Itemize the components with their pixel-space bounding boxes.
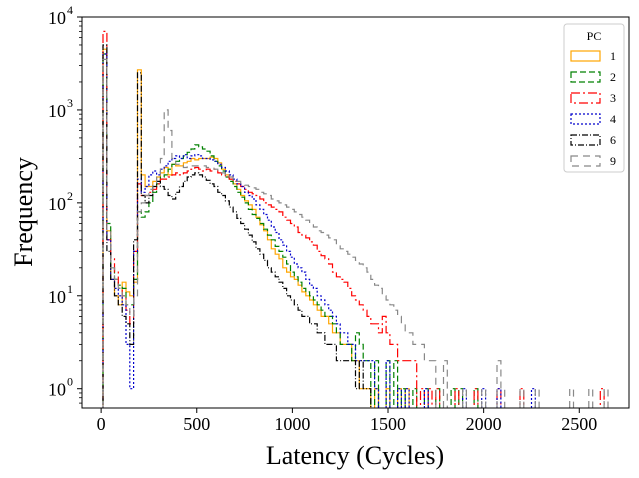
x-tick-label: 2000 [466, 414, 502, 434]
series-4-step [102, 53, 536, 408]
series-2-step [102, 53, 479, 408]
legend-label-9: 9 [610, 154, 616, 168]
legend-swatch-6 [570, 134, 601, 146]
y-tick-exponent: 2 [67, 189, 73, 203]
y-tick-exponent: 4 [67, 3, 73, 17]
legend-label-4: 4 [610, 112, 616, 126]
y-tick-label: 10 [48, 101, 66, 121]
x-tick-label: 1000 [274, 414, 310, 434]
legend-label-3: 3 [610, 91, 616, 105]
series-6-step [102, 44, 372, 408]
series-3-step [102, 30, 605, 408]
y-tick-label: 10 [48, 380, 66, 400]
legend: PC 1 2 3 4 6 9 [563, 23, 625, 173]
legend-title: PC [587, 29, 602, 43]
legend-swatch-2 [570, 71, 601, 83]
x-tick-label: 1500 [370, 414, 406, 434]
legend-swatch-9 [570, 155, 601, 167]
legend-swatch-1 [570, 50, 601, 62]
y-tick-label: 10 [48, 8, 66, 28]
series-9-step [102, 58, 609, 408]
legend-label-1: 1 [610, 49, 616, 63]
y-axis-label: Frequency [9, 157, 38, 267]
y-tick-exponent: 3 [67, 96, 73, 110]
x-axis-label: Latency (Cycles) [266, 441, 444, 470]
x-tick-label: 2500 [561, 414, 597, 434]
y-tick-exponent: 0 [67, 375, 73, 389]
y-tick-label: 10 [48, 287, 66, 307]
x-tick-label: 0 [97, 414, 106, 434]
series-layer [102, 30, 609, 408]
y-tick-exponent: 1 [67, 282, 73, 296]
legend-label-6: 6 [610, 133, 616, 147]
y-tick-label: 10 [48, 194, 66, 214]
x-tick-label: 500 [183, 414, 210, 434]
legend-swatch-4 [570, 113, 601, 125]
series-1-step [102, 48, 410, 408]
legend-label-2: 2 [610, 70, 616, 84]
x-axis: 0 500 1000 1500 2000 2500 [97, 408, 597, 434]
legend-swatch-3 [570, 92, 601, 104]
plot-frame [81, 16, 630, 409]
